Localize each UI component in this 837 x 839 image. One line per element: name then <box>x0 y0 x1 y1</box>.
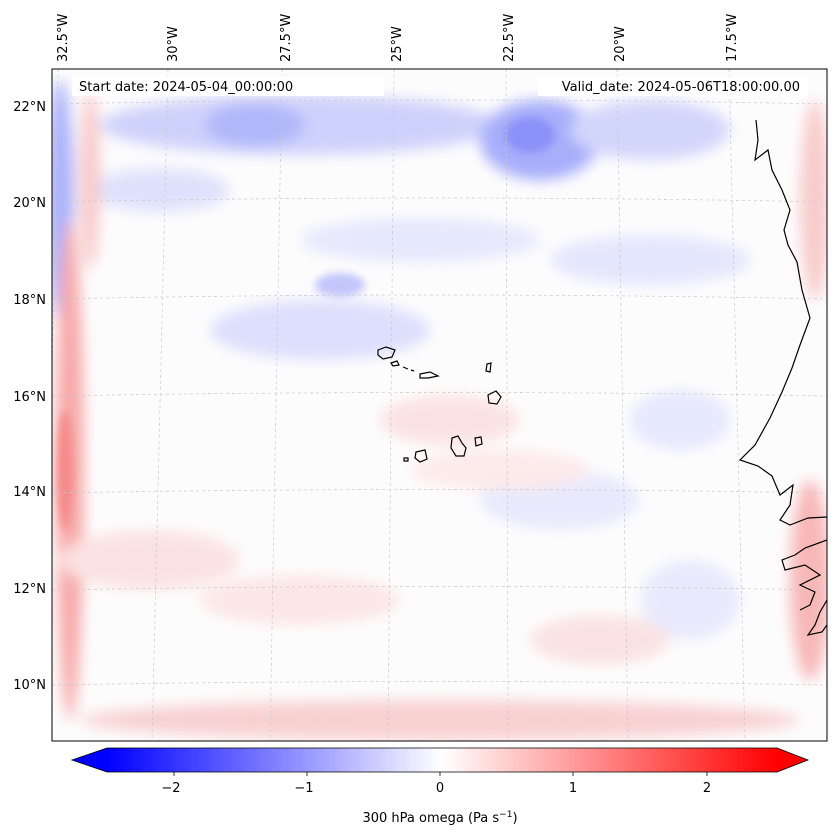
colorbar-tick-label: −2 <box>161 781 180 796</box>
longitude-labels: 32.5°W 30°W 27.5°W 25°W 22.5°W 20°W 17.5… <box>56 14 740 62</box>
graticule <box>52 69 827 741</box>
colorbar-min-extend <box>72 748 107 772</box>
start-date-box <box>72 76 384 96</box>
lat-label: 20°N <box>13 196 46 211</box>
colorbar-tick-label: 2 <box>703 781 711 796</box>
lon-label: 27.5°W <box>279 14 294 62</box>
lat-label: 12°N <box>13 582 46 597</box>
colorbar-body <box>107 748 777 772</box>
colorbar-ticks <box>173 772 708 776</box>
lon-label: 20°W <box>613 26 628 62</box>
colorbar-title: 300 hPa omega (Pa s−1) <box>362 810 517 826</box>
map-panel: Start date: 2024-05-04_00:00:00 Valid_da… <box>51 68 828 742</box>
colorbar-max-extend <box>777 748 808 772</box>
lat-label: 22°N <box>13 100 46 115</box>
lat-label: 16°N <box>13 390 46 405</box>
africa-coastline <box>738 119 827 636</box>
lon-label: 32.5°W <box>56 14 71 62</box>
colorbar-title-sup: −1 <box>499 810 512 820</box>
colorbar-title-main: 300 hPa omega (Pa s <box>362 811 499 826</box>
lon-label: 22.5°W <box>502 14 517 62</box>
omega-field <box>52 80 827 740</box>
start-date-label: Start date: 2024-05-04_00:00:00 <box>79 80 293 95</box>
lon-label: 30°W <box>166 26 181 62</box>
colorbar-title-end: ) <box>512 811 517 826</box>
lon-label: 17.5°W <box>725 14 740 62</box>
lat-label: 18°N <box>13 293 46 308</box>
lon-label: 25°W <box>390 26 405 62</box>
cape-verde-islands <box>377 346 502 463</box>
colorbar-tick-label: −1 <box>294 781 313 796</box>
valid-date-box <box>538 76 808 96</box>
valid-date-label: Valid_date: 2024-05-06T18:00:00.00 <box>562 80 800 95</box>
lat-label: 14°N <box>13 485 46 500</box>
colorbar-outline <box>70 747 810 773</box>
colorbar-tick-label: 1 <box>569 781 577 796</box>
colorbar-tick-label: 0 <box>436 781 444 796</box>
map-frame <box>51 68 828 742</box>
colorbar: −2 −1 0 1 2 300 hPa omega (Pa s−1) <box>70 747 810 826</box>
latitude-labels: 22°N 20°N 18°N 16°N 14°N 12°N 10°N <box>13 100 46 693</box>
lat-label: 10°N <box>13 678 46 693</box>
